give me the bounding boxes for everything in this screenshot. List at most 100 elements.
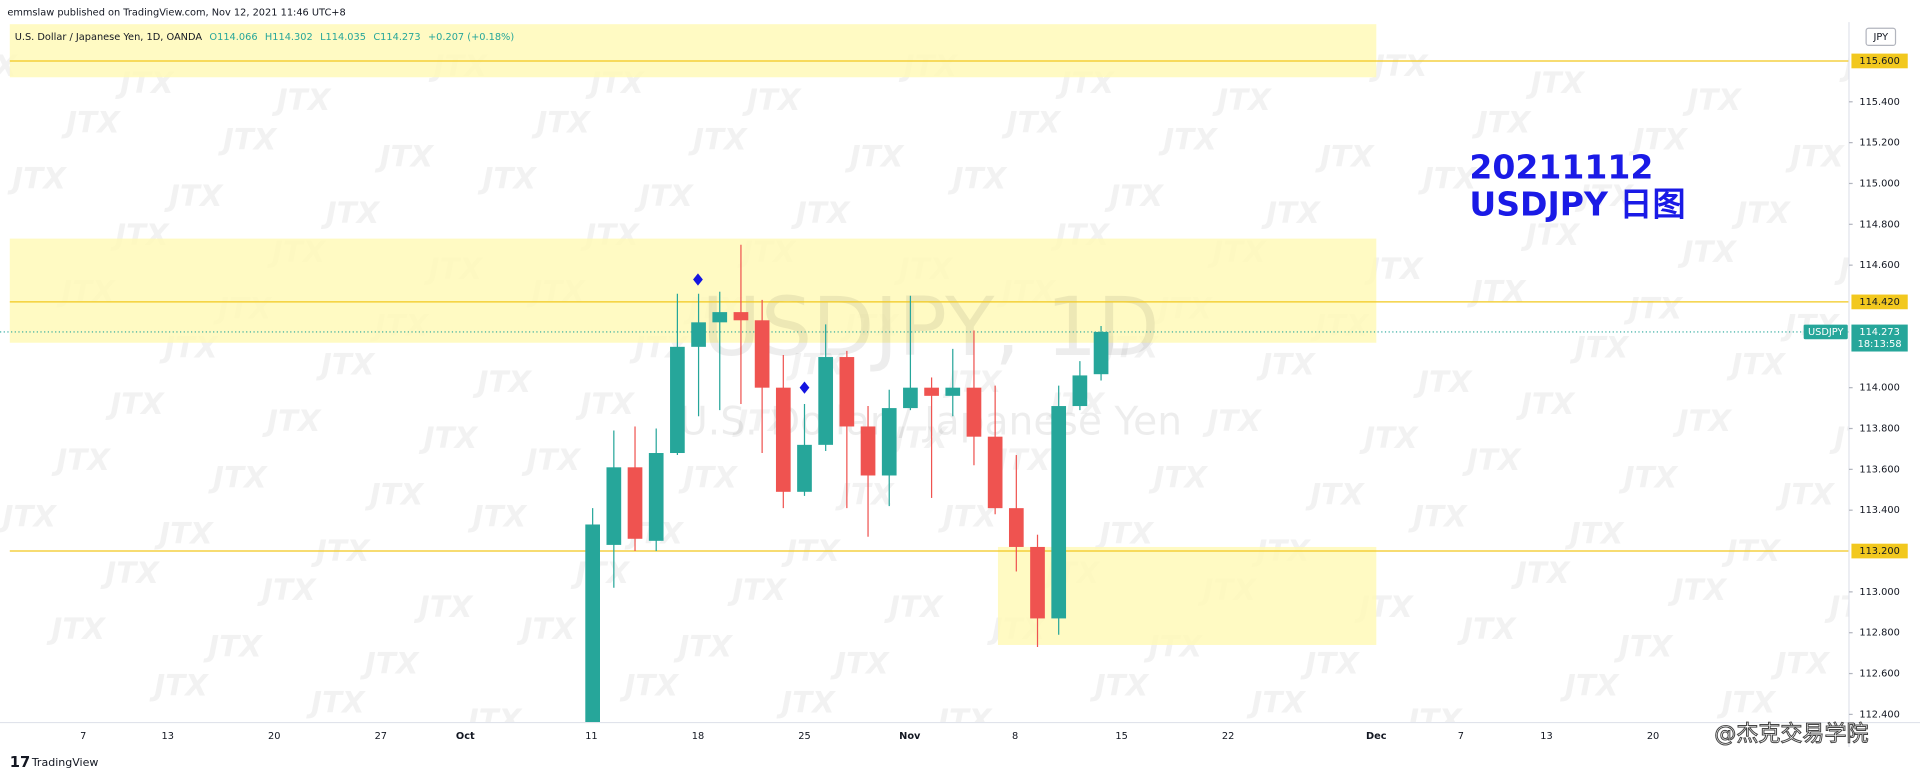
pattern-mark: JTX bbox=[1526, 66, 1586, 100]
pattern-mark: JTX bbox=[1673, 404, 1733, 438]
candle-body bbox=[627, 467, 643, 539]
pattern-mark: JTX bbox=[1202, 404, 1262, 438]
pattern-mark: JTX bbox=[634, 179, 694, 213]
pattern-mark: JTX bbox=[1095, 517, 1155, 551]
candle-body bbox=[1051, 406, 1067, 619]
countdown: 18:13:58 bbox=[1858, 339, 1902, 350]
pattern-mark: JTX bbox=[414, 590, 474, 624]
watermark-title: USDJPY, 1D bbox=[702, 281, 1160, 375]
x-tick-label: 13 bbox=[162, 731, 174, 742]
candle-body bbox=[903, 387, 918, 409]
pattern-mark: JTX bbox=[1457, 612, 1517, 646]
pattern-mark: JTX bbox=[1511, 556, 1571, 590]
y-tick-label: 115.400 bbox=[1859, 97, 1899, 108]
pattern-mark: JTX bbox=[1839, 49, 1899, 83]
pattern-mark: JTX bbox=[1614, 629, 1674, 663]
pattern-mark: JTX bbox=[1300, 647, 1360, 681]
pattern-mark: JTX bbox=[531, 105, 591, 139]
pattern-mark: JTX bbox=[1212, 83, 1272, 117]
pattern-mark: JTX bbox=[948, 162, 1008, 196]
lines bbox=[0, 60, 1849, 552]
pattern-mark: JTX bbox=[477, 162, 537, 196]
pattern-mark: JTX bbox=[262, 404, 322, 438]
y-tick-label: 112.400 bbox=[1859, 709, 1899, 720]
price-tag: 114.273 bbox=[1859, 327, 1899, 338]
ohlc-high: H114.302 bbox=[265, 32, 313, 43]
candle-body bbox=[818, 357, 834, 445]
pattern-mark: JTX bbox=[1002, 105, 1062, 139]
pattern-mark: JTX bbox=[517, 612, 577, 646]
pattern-mark: JTX bbox=[218, 122, 278, 156]
pattern-mark: JTX bbox=[1726, 348, 1786, 382]
pattern-mark: JTX bbox=[1575, 179, 1635, 213]
pattern-mark: JTX bbox=[208, 460, 268, 494]
pattern-mark: JTX bbox=[742, 83, 802, 117]
x-tick-label: 25 bbox=[798, 731, 810, 742]
y-tick-label: 113.600 bbox=[1859, 464, 1899, 475]
pattern-mark: JTX bbox=[1560, 669, 1620, 703]
candle-body bbox=[585, 524, 600, 723]
pattern-mark: JTX bbox=[673, 629, 733, 663]
x-tick-label: 27 bbox=[375, 731, 387, 742]
y-tick-label: 113.000 bbox=[1859, 587, 1899, 598]
y-tick-label: 113.800 bbox=[1859, 424, 1899, 435]
candle-body bbox=[987, 436, 1003, 509]
price-tag-box bbox=[1851, 324, 1908, 352]
pattern-mark: JTX bbox=[522, 443, 582, 477]
pattern-mark: JTX bbox=[571, 556, 631, 590]
pattern-mark: JTX bbox=[1731, 196, 1791, 230]
pattern-mark: JTX bbox=[619, 669, 679, 703]
x-tick-label: 8 bbox=[1012, 731, 1018, 742]
x-tick-label: 20 bbox=[1647, 731, 1659, 742]
x-tick-label: 15 bbox=[1115, 731, 1127, 742]
x-tick-label: 11 bbox=[585, 731, 597, 742]
pattern-mark: JTX bbox=[1413, 365, 1473, 399]
line-label: 115.600 bbox=[1859, 56, 1899, 67]
y-tick-label: 114.600 bbox=[1859, 260, 1899, 271]
pattern-mark: JTX bbox=[149, 669, 209, 703]
x-tick-label: Oct bbox=[456, 731, 475, 742]
pattern-mark: JTX bbox=[105, 387, 165, 421]
pattern-mark: JTX bbox=[1775, 478, 1835, 512]
pattern-mark: JTX bbox=[1418, 162, 1478, 196]
pattern-mark: JTX bbox=[884, 590, 944, 624]
pattern-mark: JTX bbox=[1829, 421, 1889, 455]
pattern-mark: JTX bbox=[1408, 500, 1468, 534]
candle-body bbox=[797, 444, 812, 492]
pattern-mark: JTX bbox=[575, 387, 635, 421]
pattern-mark: JTX bbox=[1668, 573, 1728, 607]
watermark-subtitle: U.S. Dollar / Japanese Yen bbox=[679, 399, 1182, 444]
candle-body bbox=[754, 320, 770, 388]
pattern-mark: JTX bbox=[1682, 83, 1742, 117]
pattern-mark: JTX bbox=[257, 573, 317, 607]
line-label-box bbox=[1851, 543, 1908, 559]
pattern-mark: JTX bbox=[1148, 460, 1208, 494]
symbol-legend: U.S. Dollar / Japanese Yen, 1D, OANDA O11… bbox=[15, 32, 514, 43]
candle-body bbox=[691, 322, 706, 347]
x-tick-label: 22 bbox=[1222, 731, 1234, 742]
zones bbox=[9, 24, 1377, 645]
candle-body bbox=[606, 467, 622, 545]
candle-body bbox=[670, 346, 685, 454]
annotation-title: USDJPY 日图 bbox=[1469, 184, 1685, 223]
pattern-mark: JTX bbox=[154, 517, 214, 551]
currency-box[interactable] bbox=[1865, 27, 1897, 47]
x-tick-label: Dec bbox=[1366, 731, 1387, 742]
published-by: emmslaw published on TradingView.com, No… bbox=[7, 7, 345, 18]
pattern-mark: JTX bbox=[1619, 460, 1679, 494]
pattern-mark: JTX bbox=[1771, 647, 1831, 681]
axes: 115.600 114.420 113.200 115.400 115.200 115.0… bbox=[80, 53, 1908, 742]
y-tick-label: 114.000 bbox=[1859, 383, 1899, 394]
candle-body bbox=[839, 357, 855, 427]
x-tick-label: 18 bbox=[692, 731, 704, 742]
y-tick-label: 112.800 bbox=[1859, 628, 1899, 639]
y-tick-label: 115.200 bbox=[1859, 138, 1899, 149]
y-tick-label: 114.800 bbox=[1859, 219, 1899, 230]
pattern-mark: JTX bbox=[830, 647, 890, 681]
pattern-mark: JTX bbox=[468, 500, 528, 534]
pattern-mark: JTX bbox=[688, 122, 748, 156]
pattern-mark: JTX bbox=[1516, 387, 1576, 421]
pattern-mark: JTX bbox=[306, 686, 366, 720]
ohlc-close: C114.273 bbox=[373, 32, 420, 43]
